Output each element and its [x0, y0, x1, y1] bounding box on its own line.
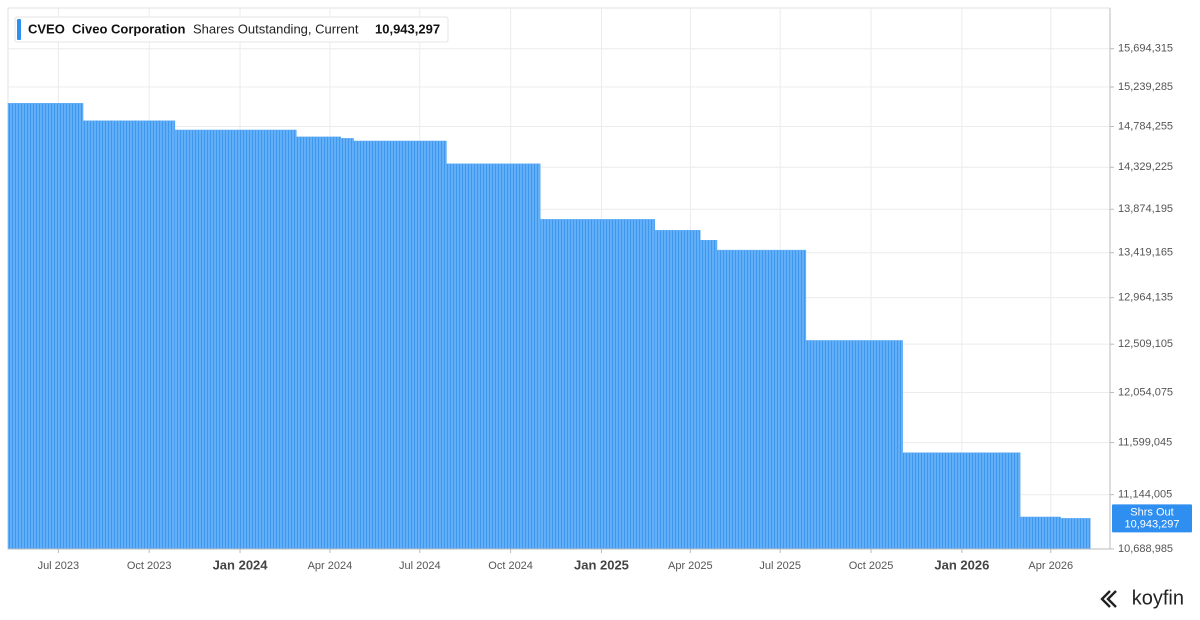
tag-box: [1112, 504, 1192, 533]
labels: 10,688,985 11,144,005 11,599,045 12,054,075…: [38, 43, 1173, 573]
y-tick-label: 15,694,315: [1118, 43, 1173, 55]
step-bar: [296, 136, 342, 550]
x-tick-label: Apr 2026: [1028, 560, 1073, 572]
y-tick-label: 13,419,165: [1118, 247, 1173, 259]
logo-icon: [1100, 590, 1117, 608]
legend-value: 10,943,297: [375, 21, 440, 36]
x-tick-label: Jul 2024: [399, 560, 441, 572]
y-tick-label: 11,599,045: [1118, 436, 1172, 448]
y-tick-label: 12,509,105: [1118, 338, 1173, 350]
x-tick-label: Oct 2023: [127, 560, 172, 572]
tag-value: 10,943,297: [1124, 518, 1179, 530]
x-tick-label: Jul 2025: [759, 560, 801, 572]
legend-ticker: CVEO: [28, 21, 65, 36]
step-bar: [7, 103, 84, 550]
step-bar: [902, 452, 1021, 550]
legend-name: Civeo Corporation: [72, 21, 185, 36]
step-bar: [699, 240, 718, 550]
x-tick-label: Jul 2023: [38, 560, 80, 572]
step-bar: [1019, 516, 1061, 550]
logo-text: koyfin: [1132, 587, 1184, 609]
x-tick-label: Apr 2025: [668, 560, 713, 572]
y-tick-label: 12,964,135: [1118, 292, 1173, 304]
step-bar: [353, 140, 447, 550]
y-tick-label: 14,784,255: [1118, 120, 1173, 132]
legend-swatch: [17, 19, 21, 40]
x-tick-label: Oct 2024: [488, 560, 533, 572]
y-tick-label: 11,144,005: [1118, 489, 1172, 501]
y-tick-label: 13,874,195: [1118, 203, 1173, 215]
marks: [7, 103, 1091, 550]
step-bar: [654, 230, 701, 550]
y-tick-label: 14,329,225: [1118, 161, 1173, 173]
tag-label: Shrs Out: [1130, 506, 1173, 518]
step-bar: [716, 249, 807, 550]
step-bar: [446, 163, 541, 550]
x-tick-label: Apr 2024: [308, 560, 353, 572]
step-bar: [539, 219, 656, 550]
step-bar: [174, 129, 297, 550]
y-tick-label: 15,239,285: [1118, 81, 1173, 93]
x-tick-label: Oct 2025: [849, 560, 894, 572]
y-tick-label: 12,054,075: [1118, 386, 1173, 398]
step-bar: [340, 138, 354, 550]
legend-box: [14, 16, 449, 43]
step-bar: [82, 120, 176, 550]
x-tick-label: Jan 2025: [574, 557, 629, 572]
y-tick-label: 10,688,985: [1118, 543, 1173, 555]
x-tick-label: Jan 2026: [934, 557, 989, 572]
x-tick-label: Jan 2024: [213, 557, 269, 572]
step-bar: [1060, 518, 1091, 550]
legend-metric: Shares Outstanding, Current: [193, 21, 359, 36]
step-bar: [805, 340, 903, 550]
logo: koyfin: [1100, 587, 1184, 609]
last-value-tag: Shrs Out 10,943,297: [1112, 504, 1192, 533]
